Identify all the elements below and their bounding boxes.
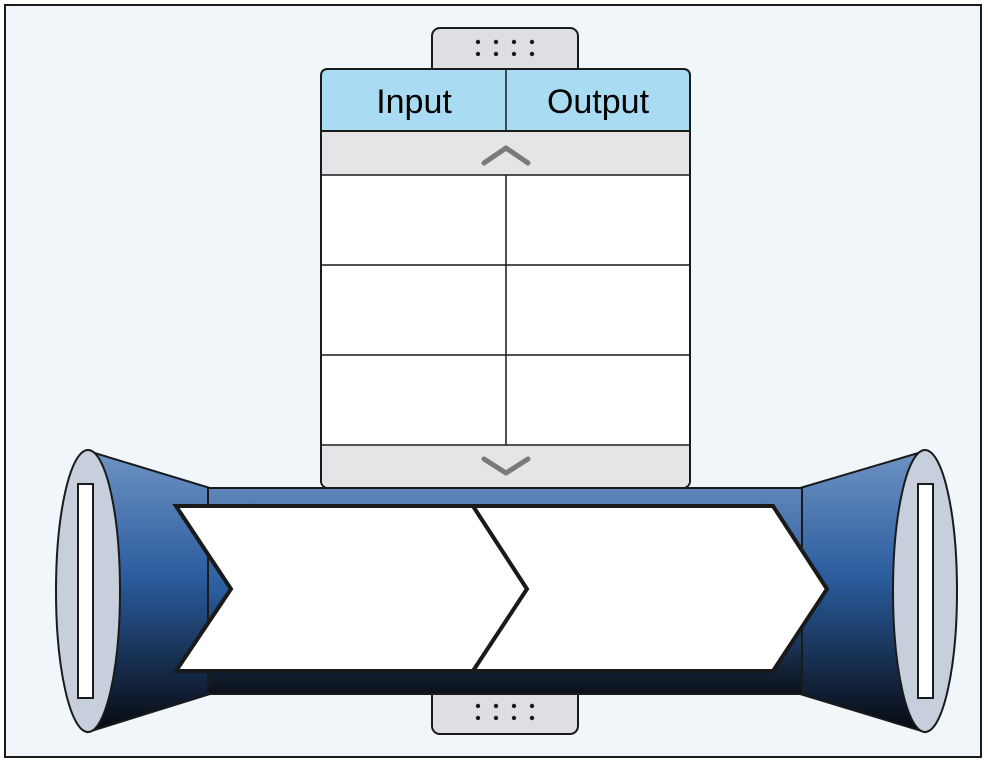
left-end-cap: [55, 449, 121, 733]
chevron-down-icon: [481, 456, 531, 476]
top-drag-handle[interactable]: [431, 27, 579, 79]
table-cell[interactable]: [323, 356, 505, 444]
right-slot: [917, 483, 934, 699]
right-end-cap: [892, 449, 958, 733]
drag-handle-icon: [475, 703, 535, 721]
table-cell[interactable]: [507, 356, 688, 444]
scroll-down-button[interactable]: [322, 444, 689, 487]
column-header-input[interactable]: Input: [376, 83, 452, 121]
pipeline-step-2[interactable]: [469, 504, 830, 673]
table-cell[interactable]: [507, 266, 688, 354]
column-header-output[interactable]: Output: [547, 83, 650, 121]
table-cell[interactable]: [323, 266, 505, 354]
left-slot: [77, 483, 94, 699]
scroll-up-button[interactable]: [322, 132, 689, 176]
chevron-up-icon: [481, 145, 531, 166]
table-cell[interactable]: [507, 176, 688, 264]
pipeline-step-1[interactable]: [172, 504, 530, 673]
pipeline-steps: [172, 504, 830, 673]
drag-handle-icon: [475, 39, 535, 57]
table-cell[interactable]: [323, 176, 505, 264]
io-table: Input Output: [320, 68, 691, 489]
